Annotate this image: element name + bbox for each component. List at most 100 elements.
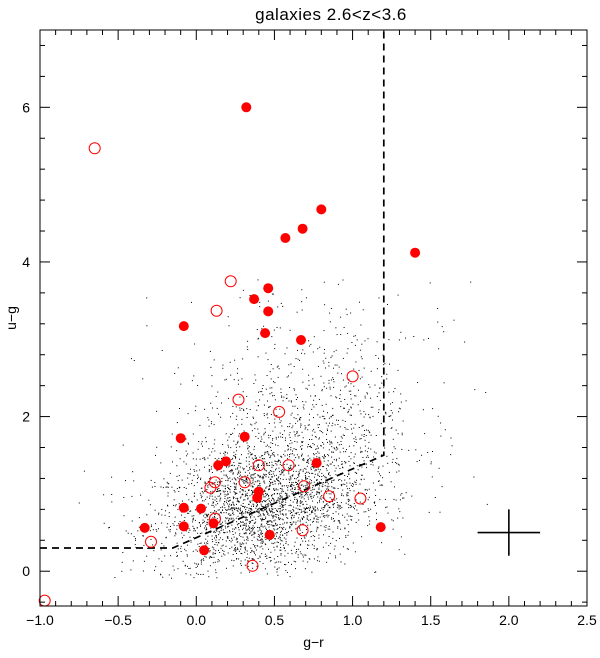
background-point <box>242 503 244 504</box>
background-point <box>286 521 288 523</box>
background-point <box>226 503 228 505</box>
background-point <box>223 550 225 552</box>
background-point <box>356 509 358 511</box>
background-point <box>398 407 400 409</box>
background-point <box>253 559 255 561</box>
background-point <box>241 513 242 515</box>
background-point <box>309 524 311 526</box>
background-point <box>302 518 304 520</box>
background-point <box>286 493 288 495</box>
background-point <box>262 385 264 386</box>
background-point <box>272 512 274 514</box>
background-point <box>307 492 309 493</box>
background-point <box>335 460 337 462</box>
background-point <box>396 458 398 460</box>
background-point <box>274 508 276 509</box>
background-point <box>357 512 359 514</box>
background-point <box>264 469 266 471</box>
background-point <box>200 443 202 445</box>
background-point <box>334 555 336 557</box>
background-point <box>350 398 352 400</box>
background-point <box>255 554 256 556</box>
background-point <box>254 469 256 471</box>
background-point <box>310 447 312 448</box>
background-point <box>250 505 252 507</box>
background-point <box>285 398 287 399</box>
background-point <box>399 511 401 513</box>
background-point <box>259 555 261 557</box>
background-point <box>244 499 246 501</box>
background-point <box>397 294 399 296</box>
background-point <box>271 387 273 389</box>
background-point <box>229 540 231 541</box>
background-point <box>354 344 356 346</box>
open-point <box>204 481 217 494</box>
background-point <box>306 515 308 517</box>
background-point <box>171 486 173 488</box>
background-point <box>279 524 281 525</box>
open-point <box>346 370 359 383</box>
background-point <box>228 506 230 508</box>
background-point <box>290 499 292 501</box>
background-point <box>312 535 314 537</box>
background-point <box>367 447 369 449</box>
background-point <box>365 511 367 513</box>
background-point <box>258 467 259 468</box>
background-point <box>392 419 393 421</box>
background-point <box>186 555 188 557</box>
background-point <box>307 544 308 546</box>
background-point <box>344 407 345 409</box>
background-point <box>225 475 227 477</box>
background-point <box>301 448 302 450</box>
background-point <box>439 511 441 513</box>
background-point <box>261 540 263 542</box>
background-point <box>273 480 275 482</box>
background-point <box>227 439 229 441</box>
background-point <box>319 416 321 418</box>
background-point <box>263 434 265 436</box>
background-point <box>346 548 348 550</box>
background-point <box>232 517 234 519</box>
background-point <box>266 375 268 376</box>
background-point <box>233 507 235 509</box>
background-point <box>299 529 301 531</box>
background-point <box>304 512 306 514</box>
background-point <box>267 444 268 446</box>
background-point <box>369 431 371 433</box>
background-point <box>307 446 308 448</box>
background-point <box>217 509 219 511</box>
background-point <box>308 507 309 509</box>
background-point <box>321 415 323 417</box>
background-point <box>328 536 330 537</box>
background-point <box>257 465 259 467</box>
background-point <box>242 536 244 538</box>
background-point <box>386 455 388 457</box>
background-point <box>309 479 311 481</box>
background-point <box>319 499 320 501</box>
background-point <box>130 569 132 571</box>
background-point <box>360 479 362 481</box>
background-point <box>261 525 263 527</box>
background-point <box>263 499 265 501</box>
background-point <box>298 548 300 550</box>
background-point <box>298 418 300 420</box>
background-point <box>196 572 198 574</box>
background-point <box>270 364 272 365</box>
background-point <box>266 506 268 508</box>
background-point <box>346 495 348 497</box>
background-point <box>239 491 241 493</box>
background-point <box>280 388 282 390</box>
background-point <box>230 508 232 510</box>
background-point <box>377 471 379 473</box>
background-point <box>325 480 327 482</box>
background-point <box>300 491 302 493</box>
background-point <box>282 506 284 508</box>
background-point <box>282 501 284 503</box>
background-point <box>336 397 338 399</box>
background-point <box>444 429 446 431</box>
background-point <box>276 561 278 563</box>
background-point <box>199 458 201 460</box>
background-point <box>323 281 325 283</box>
background-point <box>142 570 144 572</box>
